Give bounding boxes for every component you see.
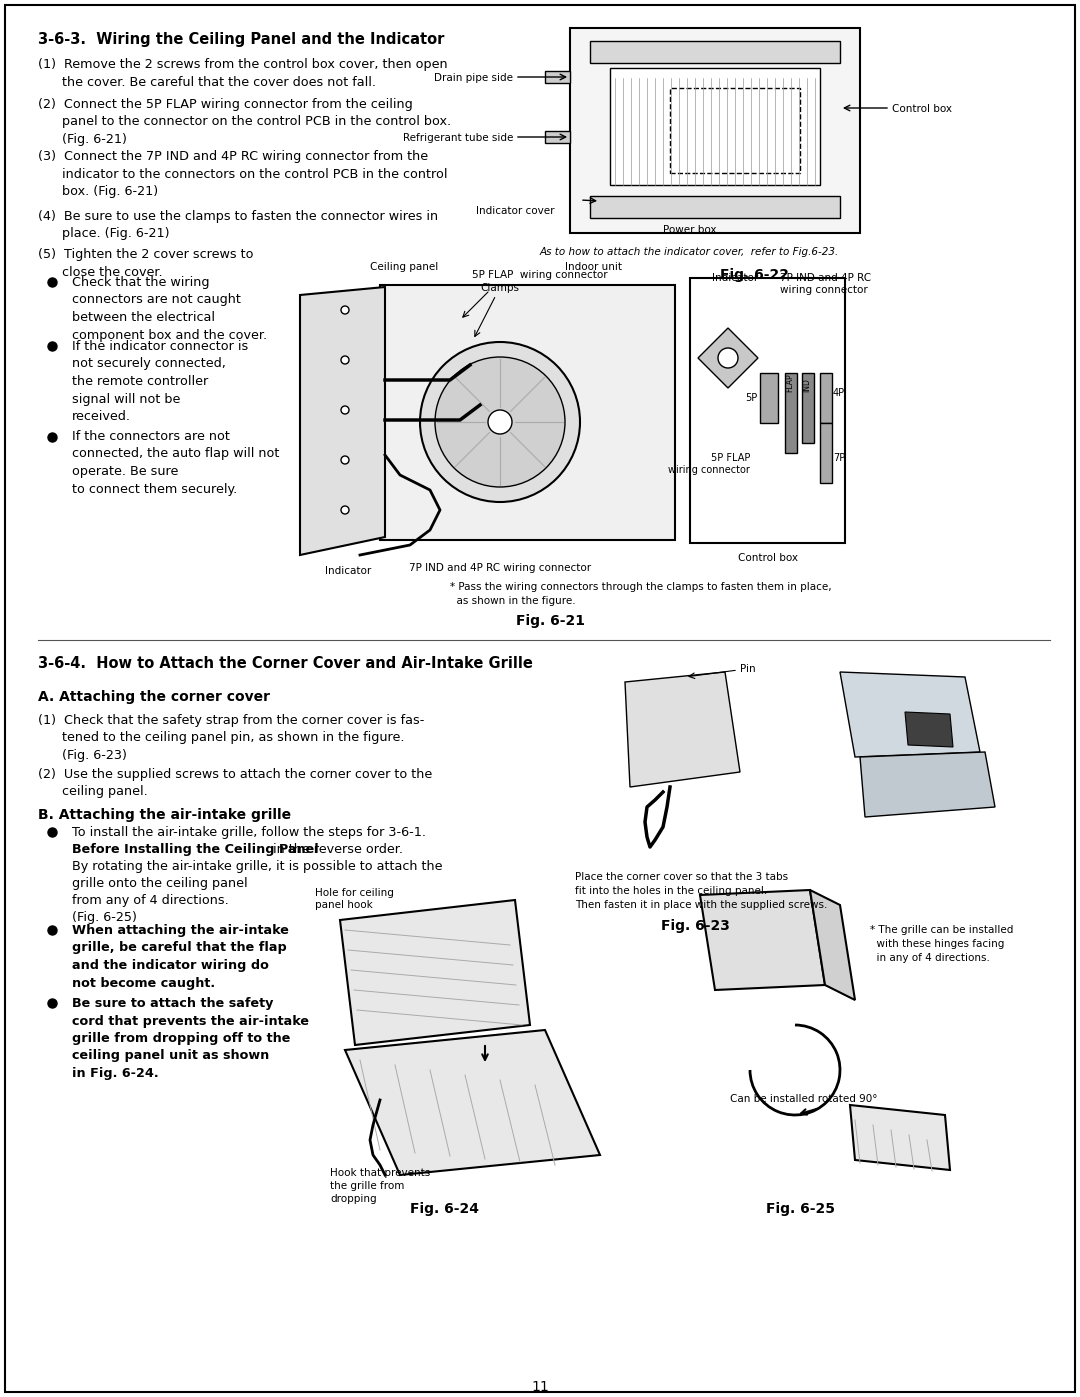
Text: * The grille can be installed: * The grille can be installed bbox=[870, 925, 1013, 935]
Text: panel hook: panel hook bbox=[315, 900, 373, 909]
Bar bbox=[590, 41, 840, 63]
Bar bbox=[802, 373, 814, 443]
Text: As to how to attach the indicator cover,  refer to Fig.6-23.: As to how to attach the indicator cover,… bbox=[540, 247, 839, 257]
Polygon shape bbox=[625, 672, 740, 787]
Text: By rotating the air-intake grille, it is possible to attach the: By rotating the air-intake grille, it is… bbox=[72, 861, 443, 873]
Text: Power box: Power box bbox=[663, 225, 717, 235]
Text: Indoor unit: Indoor unit bbox=[565, 263, 622, 272]
Text: (5)  Tighten the 2 cover screws to
      close the cover.: (5) Tighten the 2 cover screws to close … bbox=[38, 249, 254, 278]
Polygon shape bbox=[810, 890, 855, 1000]
Text: 7P: 7P bbox=[833, 453, 846, 462]
Text: 7P IND and 4P RC
wiring connector: 7P IND and 4P RC wiring connector bbox=[780, 272, 872, 295]
Text: with these hinges facing: with these hinges facing bbox=[870, 939, 1004, 949]
Text: (2)  Use the supplied screws to attach the corner cover to the
      ceiling pan: (2) Use the supplied screws to attach th… bbox=[38, 768, 432, 799]
Bar bbox=[690, 278, 845, 543]
Text: fit into the holes in the ceiling panel.: fit into the holes in the ceiling panel. bbox=[575, 886, 767, 895]
Text: (Fig. 6-25): (Fig. 6-25) bbox=[72, 911, 137, 923]
Text: A. Attaching the corner cover: A. Attaching the corner cover bbox=[38, 690, 270, 704]
Bar bbox=[590, 196, 840, 218]
Text: Indicator: Indicator bbox=[325, 566, 372, 576]
Text: 5P: 5P bbox=[745, 393, 757, 402]
Bar bbox=[570, 28, 860, 233]
Bar bbox=[820, 423, 832, 483]
Text: 3-6-4.  How to Attach the Corner Cover and Air-Intake Grille: 3-6-4. How to Attach the Corner Cover an… bbox=[38, 657, 532, 671]
Text: (3)  Connect the 7P IND and 4P RC wiring connector from the
      indicator to t: (3) Connect the 7P IND and 4P RC wiring … bbox=[38, 149, 447, 198]
Text: 5P FLAP
wiring connector: 5P FLAP wiring connector bbox=[669, 453, 750, 475]
Text: (2)  Connect the 5P FLAP wiring connector from the ceiling
      panel to the co: (2) Connect the 5P FLAP wiring connector… bbox=[38, 98, 451, 147]
Text: Place the corner cover so that the 3 tabs: Place the corner cover so that the 3 tab… bbox=[575, 872, 788, 882]
Text: IND: IND bbox=[802, 379, 811, 393]
Text: When attaching the air-intake
grille, be careful that the flap
and the indicator: When attaching the air-intake grille, be… bbox=[72, 923, 288, 989]
Text: FLAP: FLAP bbox=[785, 373, 794, 391]
Circle shape bbox=[420, 342, 580, 502]
Text: Refrigerant tube side: Refrigerant tube side bbox=[403, 133, 513, 142]
Text: Indicator cover: Indicator cover bbox=[476, 205, 555, 217]
Text: in any of 4 directions.: in any of 4 directions. bbox=[870, 953, 990, 963]
Text: Control box: Control box bbox=[892, 103, 951, 115]
Text: Can be installed rotated 90°: Can be installed rotated 90° bbox=[730, 1094, 877, 1104]
Text: Before Installing the Ceiling Panel: Before Installing the Ceiling Panel bbox=[72, 842, 319, 856]
Bar bbox=[545, 131, 570, 142]
Text: Fig. 6-22: Fig. 6-22 bbox=[720, 268, 789, 282]
Circle shape bbox=[488, 409, 512, 434]
Polygon shape bbox=[300, 286, 384, 555]
Text: Control box: Control box bbox=[738, 553, 797, 563]
Polygon shape bbox=[860, 752, 995, 817]
Text: 11: 11 bbox=[531, 1380, 549, 1394]
Text: Check that the wiring
connectors are not caught
between the electrical
component: Check that the wiring connectors are not… bbox=[72, 277, 267, 341]
Bar bbox=[610, 68, 820, 184]
Circle shape bbox=[341, 306, 349, 314]
Polygon shape bbox=[905, 712, 953, 747]
Text: Hook that prevents: Hook that prevents bbox=[330, 1168, 430, 1178]
Polygon shape bbox=[700, 890, 825, 990]
Text: as shown in the figure.: as shown in the figure. bbox=[450, 597, 576, 606]
Text: in the reverse order.: in the reverse order. bbox=[269, 842, 403, 856]
Text: grille onto the ceiling panel: grille onto the ceiling panel bbox=[72, 877, 247, 890]
Circle shape bbox=[341, 506, 349, 514]
Text: Drain pipe side: Drain pipe side bbox=[434, 73, 513, 82]
Text: Fig. 6-24: Fig. 6-24 bbox=[410, 1201, 480, 1215]
Text: If the indicator connector is
not securely connected,
the remote controller
sign: If the indicator connector is not secure… bbox=[72, 339, 248, 423]
Circle shape bbox=[435, 358, 565, 488]
Text: the grille from: the grille from bbox=[330, 1180, 404, 1192]
Text: Fig. 6-21: Fig. 6-21 bbox=[515, 615, 584, 629]
Text: To install the air-intake grille, follow the steps for 3-6-1.: To install the air-intake grille, follow… bbox=[72, 826, 426, 840]
Text: Clamps: Clamps bbox=[481, 284, 519, 293]
Polygon shape bbox=[345, 1030, 600, 1175]
Text: Be sure to attach the safety
cord that prevents the air-intake
grille from dropp: Be sure to attach the safety cord that p… bbox=[72, 997, 309, 1080]
Text: 3-6-3.  Wiring the Ceiling Panel and the Indicator: 3-6-3. Wiring the Ceiling Panel and the … bbox=[38, 32, 444, 47]
Polygon shape bbox=[340, 900, 530, 1045]
Polygon shape bbox=[698, 328, 758, 388]
Bar bbox=[670, 88, 800, 173]
Text: from any of 4 directions.: from any of 4 directions. bbox=[72, 894, 229, 907]
Circle shape bbox=[718, 348, 738, 367]
Text: 5P FLAP  wiring connector: 5P FLAP wiring connector bbox=[472, 270, 608, 279]
Text: (1)  Check that the safety strap from the corner cover is fas-
      tened to th: (1) Check that the safety strap from the… bbox=[38, 714, 424, 761]
Text: B. Attaching the air-intake grille: B. Attaching the air-intake grille bbox=[38, 807, 292, 821]
Text: Fig. 6-25: Fig. 6-25 bbox=[766, 1201, 835, 1215]
Bar bbox=[380, 285, 675, 541]
Bar bbox=[760, 373, 778, 423]
Text: Then fasten it in place with the supplied screws.: Then fasten it in place with the supplie… bbox=[575, 900, 827, 909]
Text: Indicator: Indicator bbox=[712, 272, 758, 284]
Circle shape bbox=[341, 356, 349, 365]
Text: * Pass the wiring connectors through the clamps to fasten them in place,: * Pass the wiring connectors through the… bbox=[450, 583, 832, 592]
Text: If the connectors are not
connected, the auto flap will not
operate. Be sure
to : If the connectors are not connected, the… bbox=[72, 430, 280, 496]
Text: Ceiling panel: Ceiling panel bbox=[370, 263, 438, 272]
Text: (1)  Remove the 2 screws from the control box cover, then open
      the cover. : (1) Remove the 2 screws from the control… bbox=[38, 59, 447, 88]
Text: (4)  Be sure to use the clamps to fasten the connector wires in
      place. (Fi: (4) Be sure to use the clamps to fasten … bbox=[38, 210, 438, 240]
Polygon shape bbox=[850, 1105, 950, 1171]
Text: 4P: 4P bbox=[833, 388, 846, 398]
Bar bbox=[820, 373, 832, 423]
Circle shape bbox=[341, 407, 349, 414]
Text: dropping: dropping bbox=[330, 1194, 377, 1204]
Text: 7P IND and 4P RC wiring connector: 7P IND and 4P RC wiring connector bbox=[409, 563, 591, 573]
Bar bbox=[785, 373, 797, 453]
Circle shape bbox=[341, 455, 349, 464]
Polygon shape bbox=[840, 672, 980, 757]
Text: Fig. 6-23: Fig. 6-23 bbox=[661, 919, 729, 933]
Text: Hole for ceiling: Hole for ceiling bbox=[315, 888, 394, 898]
Bar bbox=[545, 71, 570, 82]
Text: Pin: Pin bbox=[740, 664, 756, 673]
